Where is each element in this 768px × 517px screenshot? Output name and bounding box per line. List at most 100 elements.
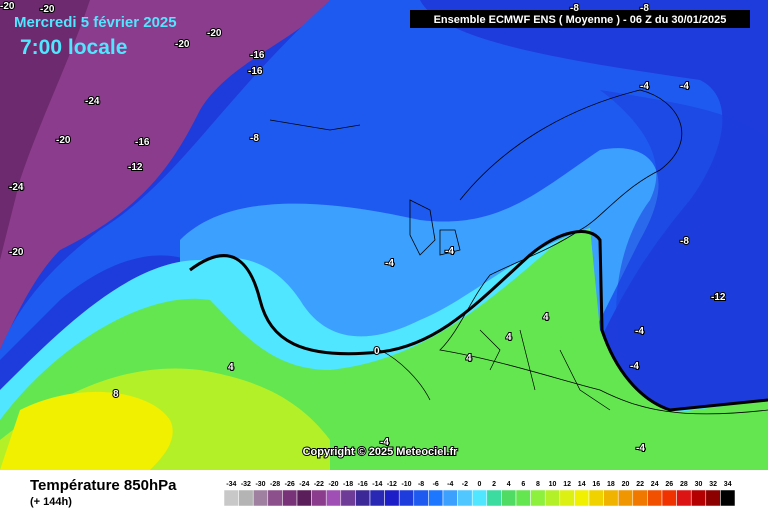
scale-swatch xyxy=(355,489,371,507)
contour-label: 8 xyxy=(113,389,119,400)
scale-swatch xyxy=(340,489,356,507)
scale-label: -16 xyxy=(358,481,368,488)
scale-swatch xyxy=(267,489,283,507)
contour-label: -4 xyxy=(636,443,645,454)
scale-swatch xyxy=(457,489,473,507)
contour-label: -24 xyxy=(9,182,24,193)
contour-label: -4 xyxy=(445,246,454,257)
model-info: Ensemble ECMWF ENS ( Moyenne ) - 06 Z du… xyxy=(434,14,727,26)
scale-label: -24 xyxy=(299,481,309,488)
scale-label: -10 xyxy=(401,481,411,488)
model-banner xyxy=(410,10,750,28)
scale-label: -12 xyxy=(387,481,397,488)
contour-label: -20 xyxy=(175,39,190,50)
date: Mercredi 5 février 2025 xyxy=(14,14,177,31)
scale-label: -6 xyxy=(433,481,439,488)
scale-label: 20 xyxy=(622,481,630,488)
scale-label: 26 xyxy=(665,481,673,488)
contour-label: -4 xyxy=(635,326,644,337)
yellow-region xyxy=(0,391,173,470)
scale-swatch xyxy=(617,489,634,507)
contour-label: -4 xyxy=(385,258,394,269)
contour-label: 4 xyxy=(543,312,549,323)
scale-swatch xyxy=(325,489,342,507)
scale-swatch xyxy=(398,489,415,507)
contour-label: -16 xyxy=(248,66,263,77)
contour-label: -4 xyxy=(630,361,639,372)
east-cold xyxy=(600,90,768,410)
scale-label: -8 xyxy=(418,481,424,488)
scale-swatch xyxy=(647,489,663,507)
contour-label: -12 xyxy=(711,292,726,303)
scale-label: 30 xyxy=(695,481,703,488)
contour-label: 4 xyxy=(228,362,234,373)
contour-label: -4 xyxy=(680,81,689,92)
scale-swatch xyxy=(442,489,458,507)
copyright: Copyright © 2025 Meteociel.fr xyxy=(303,446,459,458)
contour-label: -20 xyxy=(56,135,71,146)
scale-label: 10 xyxy=(549,481,557,488)
scale-label: 16 xyxy=(592,481,600,488)
scale-swatch xyxy=(296,489,312,507)
scale-swatch xyxy=(369,489,385,507)
scale-label: 12 xyxy=(563,481,571,488)
color-scale: -34 -32 -30 -28 -26 -24 -22 -20 -18 -16 -14 -12 -10-… xyxy=(223,481,736,507)
cold-region xyxy=(0,0,330,350)
contour-label: -20 xyxy=(0,1,15,12)
scale-label: 34 xyxy=(724,481,732,488)
scale-label: -32 xyxy=(241,481,251,488)
scale-swatch xyxy=(720,489,736,507)
scale-label: -26 xyxy=(285,481,295,488)
contour-label: -16 xyxy=(250,50,265,61)
contour-label: -8 xyxy=(250,133,259,144)
scale-label: -2 xyxy=(462,481,468,488)
scale-swatch xyxy=(705,489,721,507)
scale-label: -28 xyxy=(270,481,280,488)
scale-swatch xyxy=(428,489,444,507)
scale-label: -18 xyxy=(343,481,353,488)
contour-label: -20 xyxy=(207,28,222,39)
scale-label: 22 xyxy=(636,481,644,488)
scale-swatch xyxy=(632,489,648,507)
scale-label: 4 xyxy=(507,481,511,488)
scale-swatch xyxy=(676,489,692,507)
scale-swatch xyxy=(501,489,517,507)
contour-label: 0 xyxy=(374,346,380,357)
contour-label: -8 xyxy=(640,3,649,14)
zero-isotherm xyxy=(189,230,768,412)
scale-label: -20 xyxy=(328,481,338,488)
forecast-lead: (+ 144h) xyxy=(30,496,72,508)
cold-core xyxy=(0,0,90,260)
contour-label: -4 xyxy=(380,437,389,448)
contour-label: -20 xyxy=(40,4,55,15)
scale-label: -22 xyxy=(314,481,324,488)
scale-label: -14 xyxy=(372,481,382,488)
footer-title: Température 850hPa xyxy=(30,477,177,494)
scale-label: -4 xyxy=(447,481,453,488)
scale-label: -34 xyxy=(226,481,236,488)
scale-label: 28 xyxy=(680,481,688,488)
contour-labels: -20 -20 -20 -16 -16 -24 -20 -20 -16 -12 … xyxy=(0,0,727,455)
coastline xyxy=(409,89,768,415)
scale-swatch xyxy=(252,489,269,507)
scale-label: 32 xyxy=(709,481,717,488)
scale-swatch xyxy=(238,489,254,507)
scale-swatch xyxy=(282,489,298,507)
scale-swatch xyxy=(544,489,561,507)
scale-label: 24 xyxy=(651,481,659,488)
scale-swatch xyxy=(471,489,488,507)
scale-label: -30 xyxy=(255,481,265,488)
scale-swatch xyxy=(530,489,546,507)
contour-label: -16 xyxy=(135,137,150,148)
scale-swatch xyxy=(384,489,400,507)
contour-label: -20 xyxy=(9,247,24,258)
scale-swatch xyxy=(486,489,502,507)
scale-swatch xyxy=(223,489,239,507)
scale-label: 8 xyxy=(536,481,540,488)
scale-label: 2 xyxy=(492,481,496,488)
contour-label: 4 xyxy=(506,332,512,343)
borders xyxy=(269,119,611,411)
scale-label: 0 xyxy=(478,481,482,488)
scale-swatch xyxy=(661,489,677,507)
